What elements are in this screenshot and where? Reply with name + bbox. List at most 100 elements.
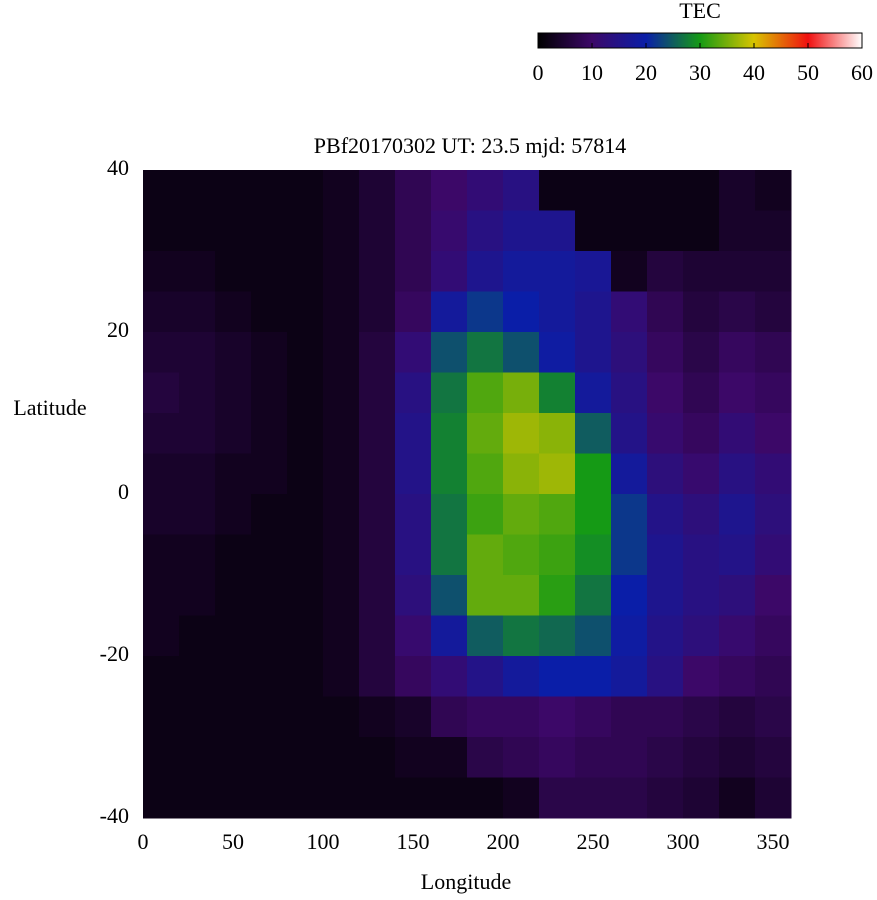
heatmap-cell [215, 534, 252, 576]
heatmap-cell [719, 777, 756, 819]
heatmap-cell [539, 615, 576, 657]
heatmap-cell [611, 656, 648, 697]
heatmap-cell [251, 777, 288, 819]
heatmap-cell [575, 696, 612, 738]
heatmap-cell [215, 737, 252, 778]
heatmap-cell [755, 696, 792, 738]
heatmap-cell [395, 534, 432, 576]
x-tick-label: 300 [667, 829, 700, 854]
heatmap-cell [503, 210, 540, 252]
heatmap-cell [143, 494, 180, 535]
heatmap-cell [395, 696, 432, 738]
heatmap-cell [539, 777, 576, 819]
heatmap-cell [755, 777, 792, 819]
colorbar-tick-label: 0 [533, 60, 544, 85]
heatmap-cell [251, 615, 288, 657]
y-tick-label: -40 [100, 803, 129, 828]
heatmap-cell [539, 291, 576, 333]
heatmap-cell [611, 494, 648, 535]
heatmap-cell [611, 737, 648, 778]
chart-title: PBf20170302 UT: 23.5 mjd: 57814 [314, 133, 626, 158]
heatmap-cell [683, 615, 720, 657]
heatmap-cell [647, 575, 684, 616]
heatmap-cell [575, 210, 612, 252]
heatmap-cell [683, 372, 720, 414]
heatmap-cell [395, 372, 432, 414]
heatmap-cell [755, 251, 792, 292]
heatmap-cell [143, 453, 180, 495]
heatmap-cell [179, 575, 216, 616]
heatmap-cell [287, 453, 324, 495]
heatmap-cell [647, 696, 684, 738]
heatmap-cell [575, 615, 612, 657]
heatmap-cell [647, 291, 684, 333]
heatmap-cell [323, 332, 360, 373]
heatmap-cell [683, 332, 720, 373]
y-axis-label: Latitude [13, 395, 86, 420]
heatmap-cell [683, 494, 720, 535]
heatmap-cell [719, 737, 756, 778]
heatmap-cell [719, 291, 756, 333]
x-tick-label: 150 [397, 829, 430, 854]
heatmap-cell [719, 372, 756, 414]
heatmap-cell [323, 777, 360, 819]
heatmap-cell [539, 737, 576, 778]
heatmap-cell [287, 251, 324, 292]
heatmap-cell [467, 453, 504, 495]
heatmap-cell [755, 291, 792, 333]
heatmap-cell [719, 696, 756, 738]
heatmap-cell [251, 575, 288, 616]
heatmap-cell [251, 494, 288, 535]
heatmap-cell [179, 170, 216, 211]
heatmap-cell [395, 737, 432, 778]
heatmap-cell [359, 332, 396, 373]
heatmap-cell [539, 494, 576, 535]
heatmap-cell [179, 615, 216, 657]
heatmap-cell [575, 413, 612, 454]
heatmap-cell [719, 656, 756, 697]
heatmap-cell [359, 251, 396, 292]
heatmap-cell [719, 534, 756, 576]
heatmap-cell [611, 777, 648, 819]
heatmap-cell [287, 332, 324, 373]
heatmap-cell [323, 696, 360, 738]
heatmap-cell [251, 696, 288, 738]
heatmap-cell [647, 332, 684, 373]
heatmap-cell [359, 494, 396, 535]
heatmap-cell [539, 656, 576, 697]
heatmap-cell [467, 575, 504, 616]
heatmap-cell [647, 777, 684, 819]
colorbar-tick-label: 10 [581, 60, 603, 85]
x-tick-label: 200 [487, 829, 520, 854]
heatmap-cell [467, 656, 504, 697]
heatmap-cell [143, 332, 180, 373]
heatmap-cell [647, 170, 684, 211]
heatmap-cell [143, 777, 180, 819]
colorbar-tick-label: 20 [635, 60, 657, 85]
heatmap-cell [683, 656, 720, 697]
heatmap-cell [467, 372, 504, 414]
heatmap-cell [287, 413, 324, 454]
heatmap-cell [683, 534, 720, 576]
heatmap-cell [323, 291, 360, 333]
heatmap-cell [143, 656, 180, 697]
heatmap-cell [503, 413, 540, 454]
heatmap-cell [143, 696, 180, 738]
heatmap-cell [719, 210, 756, 252]
heatmap-cell [323, 737, 360, 778]
heatmap-cell [539, 251, 576, 292]
heatmap-cell [143, 210, 180, 252]
heatmap-cell [575, 453, 612, 495]
heatmap-cell [431, 332, 468, 373]
heatmap-cell [611, 453, 648, 495]
heatmap-cell [251, 291, 288, 333]
heatmap-cell [503, 575, 540, 616]
heatmap-cell [467, 170, 504, 211]
heatmap-cell [215, 291, 252, 333]
heatmap-cell [431, 413, 468, 454]
heatmap-cell [611, 372, 648, 414]
heatmap-cell [575, 170, 612, 211]
heatmap-cell [647, 453, 684, 495]
heatmap-cell [755, 575, 792, 616]
heatmap-cell [719, 494, 756, 535]
